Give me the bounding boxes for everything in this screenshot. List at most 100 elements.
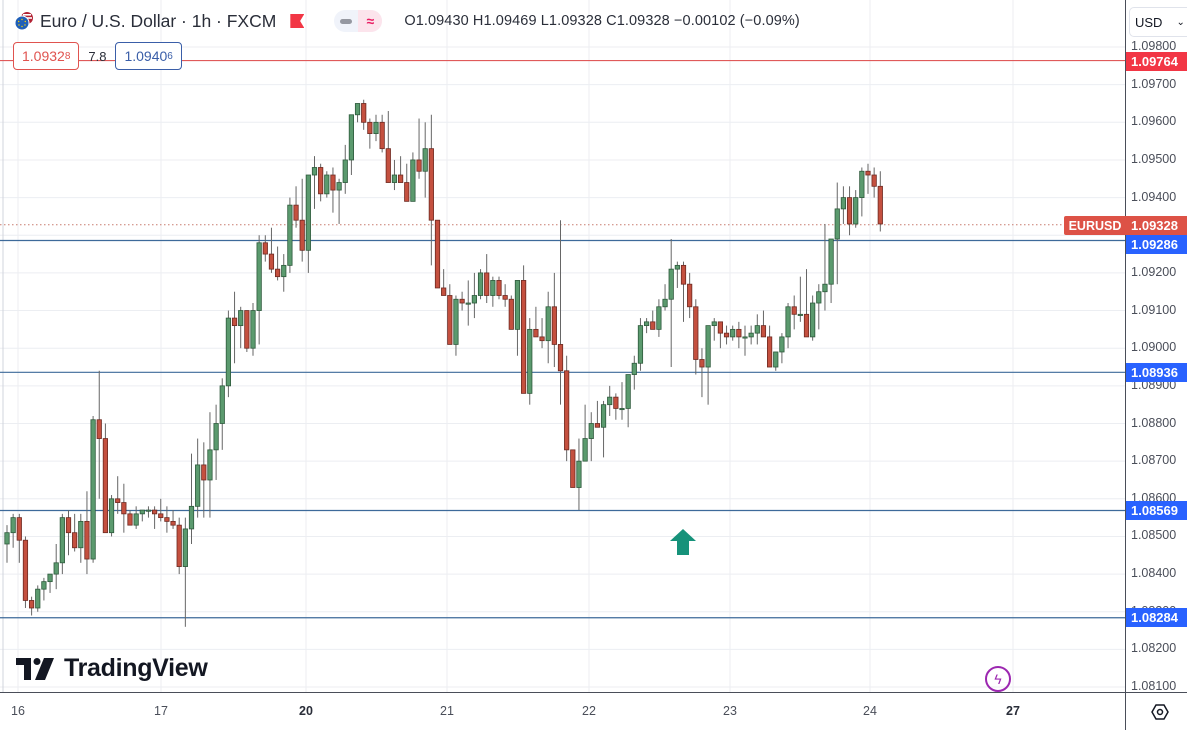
candle	[853, 190, 859, 228]
candle	[521, 265, 527, 394]
date-tick-label: 17	[154, 704, 168, 718]
candle	[72, 513, 78, 552]
candle	[434, 219, 441, 289]
candle	[662, 284, 668, 311]
candle	[865, 163, 871, 194]
support-line-tag-4: 1.08284	[1126, 608, 1187, 627]
candle	[871, 167, 877, 198]
candle	[324, 171, 330, 198]
approx-icon[interactable]: ≈	[358, 10, 383, 32]
candle	[182, 517, 188, 627]
candle	[225, 310, 231, 398]
symbol-title[interactable]: Euro / U.S. Dollar · 1h · FXCM	[40, 10, 277, 31]
candle	[447, 284, 453, 345]
sell-button[interactable]: 1.0932 8	[13, 42, 80, 70]
candle	[268, 227, 275, 273]
candle	[465, 280, 471, 326]
candle	[207, 412, 213, 518]
candle	[102, 423, 108, 534]
buy-button[interactable]: 1.0940 6	[115, 42, 182, 70]
candle	[557, 220, 564, 405]
candle	[244, 310, 250, 352]
tradingview-logo[interactable]: TradingView	[16, 654, 208, 683]
candle	[201, 442, 207, 518]
candle	[342, 144, 348, 194]
candle	[65, 510, 72, 556]
candle	[213, 404, 219, 480]
candle	[96, 370, 102, 499]
candle	[367, 118, 373, 149]
candle	[508, 295, 514, 330]
support-line-tag-3: 1.08569	[1126, 501, 1187, 520]
candle	[637, 318, 644, 371]
up-arrow-icon	[670, 529, 696, 555]
candle	[680, 261, 687, 322]
candle	[139, 509, 145, 522]
candle	[348, 114, 355, 176]
candle	[28, 596, 35, 616]
candle	[730, 325, 736, 341]
tradingview-logo-icon	[16, 657, 56, 680]
candle	[736, 321, 742, 349]
candle	[545, 291, 551, 364]
flag-icon[interactable]	[290, 14, 305, 28]
candle	[693, 299, 699, 375]
price-tick-label: 1.08100	[1131, 679, 1177, 694]
candle	[760, 310, 767, 338]
candle	[797, 276, 803, 322]
candle	[625, 374, 631, 428]
candle	[527, 318, 533, 405]
candle	[846, 186, 853, 236]
indicator-toggle[interactable]: ≈	[334, 10, 383, 32]
candle	[164, 506, 170, 533]
candle	[723, 325, 730, 345]
candle	[533, 306, 539, 338]
candle	[699, 348, 705, 398]
candle	[564, 355, 570, 462]
candle	[238, 306, 244, 349]
price-tick-label: 1.09600	[1131, 114, 1177, 129]
candle	[828, 238, 834, 304]
candle	[594, 400, 601, 428]
spread-value: 7.8	[88, 48, 107, 64]
settings-icon[interactable]	[1151, 703, 1169, 721]
candle	[613, 393, 619, 420]
candle	[453, 295, 459, 356]
date-tick-label: 20	[299, 704, 313, 718]
candle	[219, 378, 225, 450]
candle	[717, 321, 724, 349]
candle	[10, 513, 16, 548]
red-line-price-tag: 1.09764	[1126, 52, 1187, 71]
date-tick-label: 22	[582, 704, 596, 718]
candle	[4, 525, 10, 563]
price-tick-label: 1.09200	[1131, 264, 1177, 279]
candle	[121, 483, 127, 533]
chevron-down-icon: ⌄	[1176, 16, 1185, 28]
tradingview-logo-text: TradingView	[64, 654, 208, 682]
candle	[754, 314, 760, 345]
candle	[231, 291, 238, 364]
candle	[576, 438, 582, 511]
price-tick-label: 1.08700	[1131, 453, 1177, 468]
candle	[767, 325, 773, 368]
candle	[404, 163, 410, 202]
candle	[588, 412, 594, 462]
candle	[287, 197, 293, 273]
date-tick-label: 24	[863, 704, 877, 718]
candle	[151, 506, 158, 529]
candle	[705, 325, 711, 405]
candle	[539, 318, 545, 349]
currency-selector[interactable]: USD ⌄	[1129, 7, 1187, 37]
candle	[299, 178, 305, 262]
candle	[305, 174, 311, 273]
candle	[644, 318, 650, 334]
lightning-icon[interactable]: ϟ	[985, 666, 1011, 692]
minus-icon[interactable]	[334, 10, 358, 32]
candle	[59, 513, 65, 575]
candle	[90, 415, 96, 563]
candle	[354, 103, 361, 123]
candle	[385, 111, 391, 183]
symbol-header: Euro / U.S. Dollar · 1h · FXCM ≈ O1.0943…	[14, 8, 800, 34]
candle	[816, 284, 822, 330]
